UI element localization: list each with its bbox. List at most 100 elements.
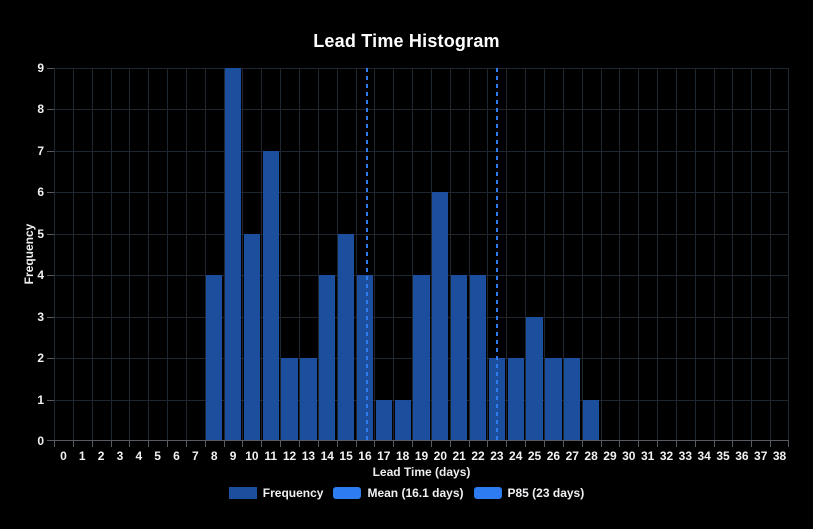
grid-line-vertical (582, 68, 583, 441)
grid-line-vertical (770, 68, 771, 441)
x-tick-mark (695, 441, 696, 447)
x-tick-mark (54, 441, 55, 447)
bar (545, 358, 562, 441)
grid-line-vertical (525, 68, 526, 441)
x-tick-label: 31 (640, 449, 655, 463)
grid-line-vertical (205, 68, 206, 441)
x-tick-mark (318, 441, 319, 447)
x-tick-mark (242, 441, 243, 447)
grid-line-vertical (92, 68, 93, 441)
x-tick-mark (129, 441, 130, 447)
x-tick-label: 18 (395, 449, 410, 463)
y-tick-label: 4 (37, 268, 44, 283)
grid-line-vertical (280, 68, 281, 441)
chart-title: Lead Time Histogram (313, 31, 500, 51)
x-tick-label: 22 (471, 449, 485, 463)
bar (262, 150, 279, 441)
y-tick-mark (47, 68, 54, 69)
x-tick-mark (601, 441, 602, 447)
legend-item-mean[interactable]: Mean (16.1 days) (333, 486, 464, 500)
y-tick-label: 3 (37, 309, 44, 324)
x-tick-mark (770, 441, 771, 447)
legend-label-frequency: Frequency (262, 486, 324, 500)
x-tick-mark (167, 441, 168, 447)
x-tick-mark (111, 441, 112, 447)
grid-line-vertical (695, 68, 696, 441)
x-tick-label: 2 (97, 449, 105, 463)
bar (507, 358, 524, 441)
y-tick-label: 9 (37, 61, 44, 75)
grid-line-vertical (676, 68, 677, 441)
bar (394, 399, 411, 441)
y-tick-label: 0 (37, 434, 44, 448)
grid-line-vertical (657, 68, 658, 441)
x-tick-mark (714, 441, 715, 447)
grid-line-vertical (73, 68, 74, 441)
bar (413, 275, 430, 441)
legend-label-p85: P85 (23 days) (507, 486, 585, 500)
grid-line-horizontal (54, 150, 789, 152)
x-tick-label: 11 (264, 449, 278, 463)
x-tick-mark (412, 441, 413, 447)
x-tick-label: 9 (229, 449, 237, 463)
grid-line-horizontal (54, 109, 789, 111)
x-tick-mark (751, 441, 752, 447)
legend-swatch-p85-icon (473, 487, 502, 499)
grid-line-vertical (619, 68, 620, 441)
grid-line-vertical (356, 68, 357, 441)
x-tick-label: 36 (735, 449, 749, 463)
plot-area (54, 68, 789, 441)
grid-line-vertical (601, 68, 602, 441)
x-tick-label: 34 (697, 449, 711, 463)
x-tick-label: 33 (678, 449, 693, 463)
x-tick-mark (563, 441, 564, 447)
x-tick-label: 20 (433, 449, 448, 463)
bar (451, 275, 468, 441)
x-tick-label: 13 (301, 449, 316, 463)
grid-line-vertical (506, 68, 507, 441)
grid-line-vertical (167, 68, 168, 441)
x-tick-mark (525, 441, 526, 447)
x-tick-mark (788, 441, 789, 447)
bar (206, 275, 223, 441)
legend-item-p85[interactable]: P85 (23 days) (473, 486, 585, 500)
x-tick-label: 37 (754, 449, 768, 463)
grid-line-vertical (563, 68, 564, 441)
grid-line-vertical (54, 68, 55, 441)
grid-line-vertical (111, 68, 112, 441)
legend-label-mean: Mean (16.1 days) (367, 486, 464, 500)
x-tick-label: 29 (603, 449, 617, 463)
x-tick-label: 19 (414, 449, 429, 463)
x-tick-label: 16 (358, 449, 372, 463)
bar (319, 275, 336, 441)
x-tick-label: 27 (565, 449, 579, 463)
grid-line-vertical (469, 68, 470, 441)
grid-line-vertical (714, 68, 715, 441)
grid-line-vertical (450, 68, 451, 441)
x-tick-label: 14 (320, 449, 334, 463)
x-tick-mark (356, 441, 357, 447)
bar (224, 68, 242, 441)
y-tick-mark (47, 440, 54, 441)
x-tick-mark (431, 441, 432, 447)
x-tick-mark (582, 441, 583, 447)
mean-line (365, 68, 368, 441)
grid-line-horizontal (54, 233, 789, 235)
x-tick-mark (205, 441, 206, 447)
x-tick-mark (638, 441, 639, 447)
x-tick-mark (450, 441, 451, 447)
x-tick-label: 24 (509, 449, 523, 463)
x-tick-label: 30 (622, 449, 636, 463)
x-tick-label: 23 (490, 449, 504, 463)
x-tick-mark (487, 441, 488, 447)
x-tick-mark (469, 441, 470, 447)
bar (338, 233, 355, 441)
legend-item-frequency[interactable]: Frequency (228, 486, 324, 500)
x-tick-mark (393, 441, 394, 447)
x-tick-mark (619, 441, 620, 447)
grid-line-vertical (337, 68, 338, 441)
grid-line-vertical (544, 68, 545, 441)
bar (583, 399, 600, 441)
bar (564, 358, 581, 441)
